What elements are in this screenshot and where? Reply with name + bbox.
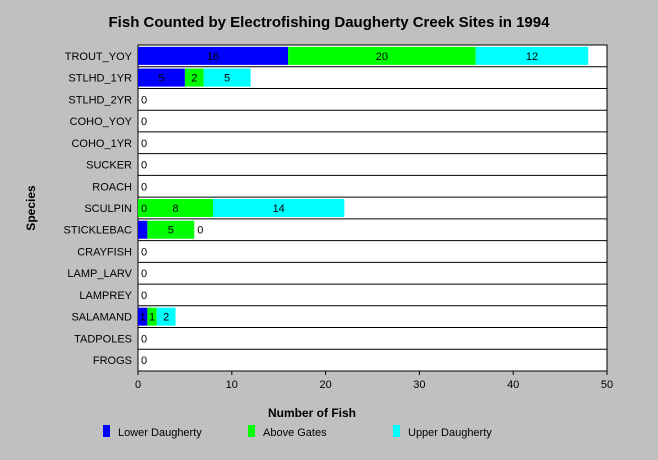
grid-lines xyxy=(138,66,607,350)
x-tick-label: 40 xyxy=(507,379,519,391)
bar-segment xyxy=(147,220,195,239)
legend-label: Lower Daugherty xyxy=(118,427,202,439)
y-tick-label: STLHD_2YR xyxy=(68,94,132,106)
x-tick-label: 30 xyxy=(413,379,425,391)
y-tick-label: CRAYFISH xyxy=(77,246,132,258)
data-label: 0 xyxy=(141,355,147,367)
data-label: 14 xyxy=(273,203,285,215)
bar-segment xyxy=(138,220,148,239)
legend-label: Upper Daugherty xyxy=(408,427,492,439)
data-label: 0 xyxy=(141,138,147,150)
x-tick-labels: 0 10 20 30 40 50 xyxy=(135,371,613,391)
chart-title: Fish Counted by Electrofishing Daugherty… xyxy=(109,14,551,31)
y-tick-label: FROGS xyxy=(93,355,132,367)
y-tick-label: LAMP_LARV xyxy=(67,268,132,280)
data-label: 20 xyxy=(376,51,388,63)
data-label: 2 xyxy=(163,312,169,324)
data-label: 0 xyxy=(141,333,147,345)
bar-segment xyxy=(147,307,157,326)
y-axis-label: Species xyxy=(24,185,38,231)
data-label: 5 xyxy=(158,73,164,85)
y-tick-label: SUCKER xyxy=(86,160,132,172)
data-label: 1 xyxy=(140,312,146,324)
y-tick-label: ROACH xyxy=(92,181,132,193)
y-tick-labels: TROUT_YOY STLHD_1YR STLHD_2YR COHO_YOY COHO_… xyxy=(64,51,133,367)
data-label: 5 xyxy=(224,73,230,85)
x-tick-label: 10 xyxy=(226,379,238,391)
bar-segment xyxy=(288,46,476,65)
bar-segment xyxy=(213,199,345,217)
bar-segment xyxy=(138,307,148,326)
data-label: 0 xyxy=(141,290,147,302)
bar-segment xyxy=(138,68,185,87)
y-tick-label: STICKLEBAC xyxy=(64,225,133,237)
data-label: 0 xyxy=(141,181,147,193)
legend-swatch xyxy=(393,425,400,437)
data-label: 1 xyxy=(149,312,155,324)
data-label: 5 xyxy=(168,225,174,237)
y-tick-label: STLHD_1YR xyxy=(68,73,132,85)
legend-swatch xyxy=(103,425,110,437)
x-tick-label: 0 xyxy=(135,379,141,391)
data-label: 0 xyxy=(141,268,147,280)
x-axis-label: Number of Fish xyxy=(268,406,356,420)
bar-segment xyxy=(156,307,176,326)
y-tick-label: TADPOLES xyxy=(74,333,132,345)
bar-segment xyxy=(138,199,214,217)
data-label: 12 xyxy=(526,51,538,63)
data-label: 0 xyxy=(141,116,147,128)
bar-segment xyxy=(475,46,589,65)
data-label: 2 xyxy=(191,73,197,85)
bar-segment xyxy=(184,68,204,87)
legend-label: Above Gates xyxy=(263,427,327,439)
data-label: 0 xyxy=(141,94,147,106)
bar-segment xyxy=(203,68,251,87)
y-tick-label: COHO_YOY xyxy=(70,116,133,128)
x-tick-label: 50 xyxy=(601,379,613,391)
data-label: 0 xyxy=(141,160,147,172)
y-tick-label: SCULPIN xyxy=(84,203,132,215)
x-tick-label: 20 xyxy=(319,379,331,391)
y-tick-label: SALAMAND xyxy=(71,312,132,324)
legend-swatch xyxy=(248,425,255,437)
legend: Lower Daugherty Above Gates Upper Daughert… xyxy=(103,425,492,439)
data-label: 0 xyxy=(141,203,147,215)
bars xyxy=(138,46,589,326)
y-tick-label: COHO_1YR xyxy=(71,138,132,150)
data-label: 0 xyxy=(141,246,147,258)
data-label: 16 xyxy=(207,51,219,63)
data-label: 0 xyxy=(197,225,203,237)
bar-segment xyxy=(138,46,289,65)
y-tick-label: LAMPREY xyxy=(79,290,132,302)
data-label: 8 xyxy=(172,203,178,215)
y-tick-label: TROUT_YOY xyxy=(65,51,133,63)
